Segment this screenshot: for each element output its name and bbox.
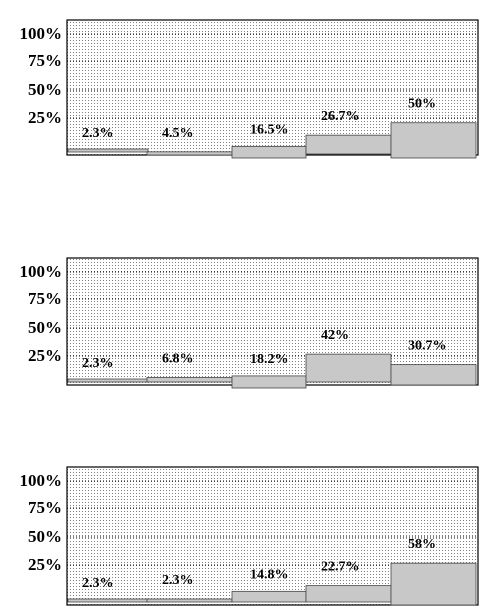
plot-area bbox=[66, 257, 479, 386]
bar-5 bbox=[390, 122, 477, 159]
data-label-1: 2.3% bbox=[82, 356, 114, 371]
bar-2 bbox=[146, 151, 233, 156]
y-tick-label: 100% bbox=[20, 262, 63, 281]
data-label-5: 30.7% bbox=[408, 339, 447, 354]
bar-4 bbox=[305, 585, 392, 603]
y-tick-label: 75% bbox=[28, 289, 62, 308]
y-tick-label: 25% bbox=[28, 346, 62, 365]
chart-panel-3: 100% 75% 50% 25% 2.3% 2.3% 14.8% 22.7% 58% bbox=[20, 466, 479, 606]
data-label-2: 6.8% bbox=[162, 351, 194, 366]
data-label-3: 18.2% bbox=[250, 352, 289, 367]
data-label-5: 58% bbox=[408, 537, 436, 552]
y-tick-label: 50% bbox=[28, 527, 62, 546]
bar-2 bbox=[146, 598, 233, 603]
y-tick-label: 25% bbox=[28, 555, 62, 574]
bar-1 bbox=[67, 148, 149, 153]
y-tick-label: 50% bbox=[28, 80, 62, 99]
bar-3 bbox=[231, 590, 307, 603]
bar-4 bbox=[305, 353, 392, 383]
bar-5 bbox=[390, 364, 477, 386]
chart-panel-2: 100% 75% 50% 25% 2.3% 6.8% 18.2% 42% 30.7% bbox=[20, 257, 479, 389]
bar-2 bbox=[146, 377, 233, 383]
bar-4 bbox=[305, 134, 392, 155]
data-label-2: 4.5% bbox=[162, 126, 194, 141]
data-label-4: 26.7% bbox=[321, 109, 360, 124]
data-label-4: 42% bbox=[321, 328, 349, 343]
data-label-5: 50% bbox=[408, 97, 436, 112]
data-label-2: 2.3% bbox=[162, 573, 194, 588]
data-label-3: 16.5% bbox=[250, 122, 289, 137]
y-tick-label: 100% bbox=[20, 24, 63, 43]
data-label-1: 2.3% bbox=[82, 126, 114, 141]
bar-3 bbox=[231, 375, 307, 389]
bar-1 bbox=[67, 378, 149, 383]
y-tick-label: 75% bbox=[28, 51, 62, 70]
bar-3 bbox=[231, 145, 307, 159]
bar-5 bbox=[390, 562, 477, 606]
y-tick-label: 50% bbox=[28, 318, 62, 337]
bar-1 bbox=[67, 598, 149, 603]
y-tick-label: 100% bbox=[20, 471, 63, 490]
data-label-3: 14.8% bbox=[250, 567, 289, 582]
y-tick-label: 75% bbox=[28, 498, 62, 517]
data-label-4: 22.7% bbox=[321, 560, 360, 575]
chart-panel-1: 100% 75% 50% 25% 2.3% 4.5% 16.5% 26.7% 50% bbox=[20, 19, 479, 159]
y-tick-label: 25% bbox=[28, 108, 62, 127]
data-label-1: 2.3% bbox=[82, 576, 114, 591]
